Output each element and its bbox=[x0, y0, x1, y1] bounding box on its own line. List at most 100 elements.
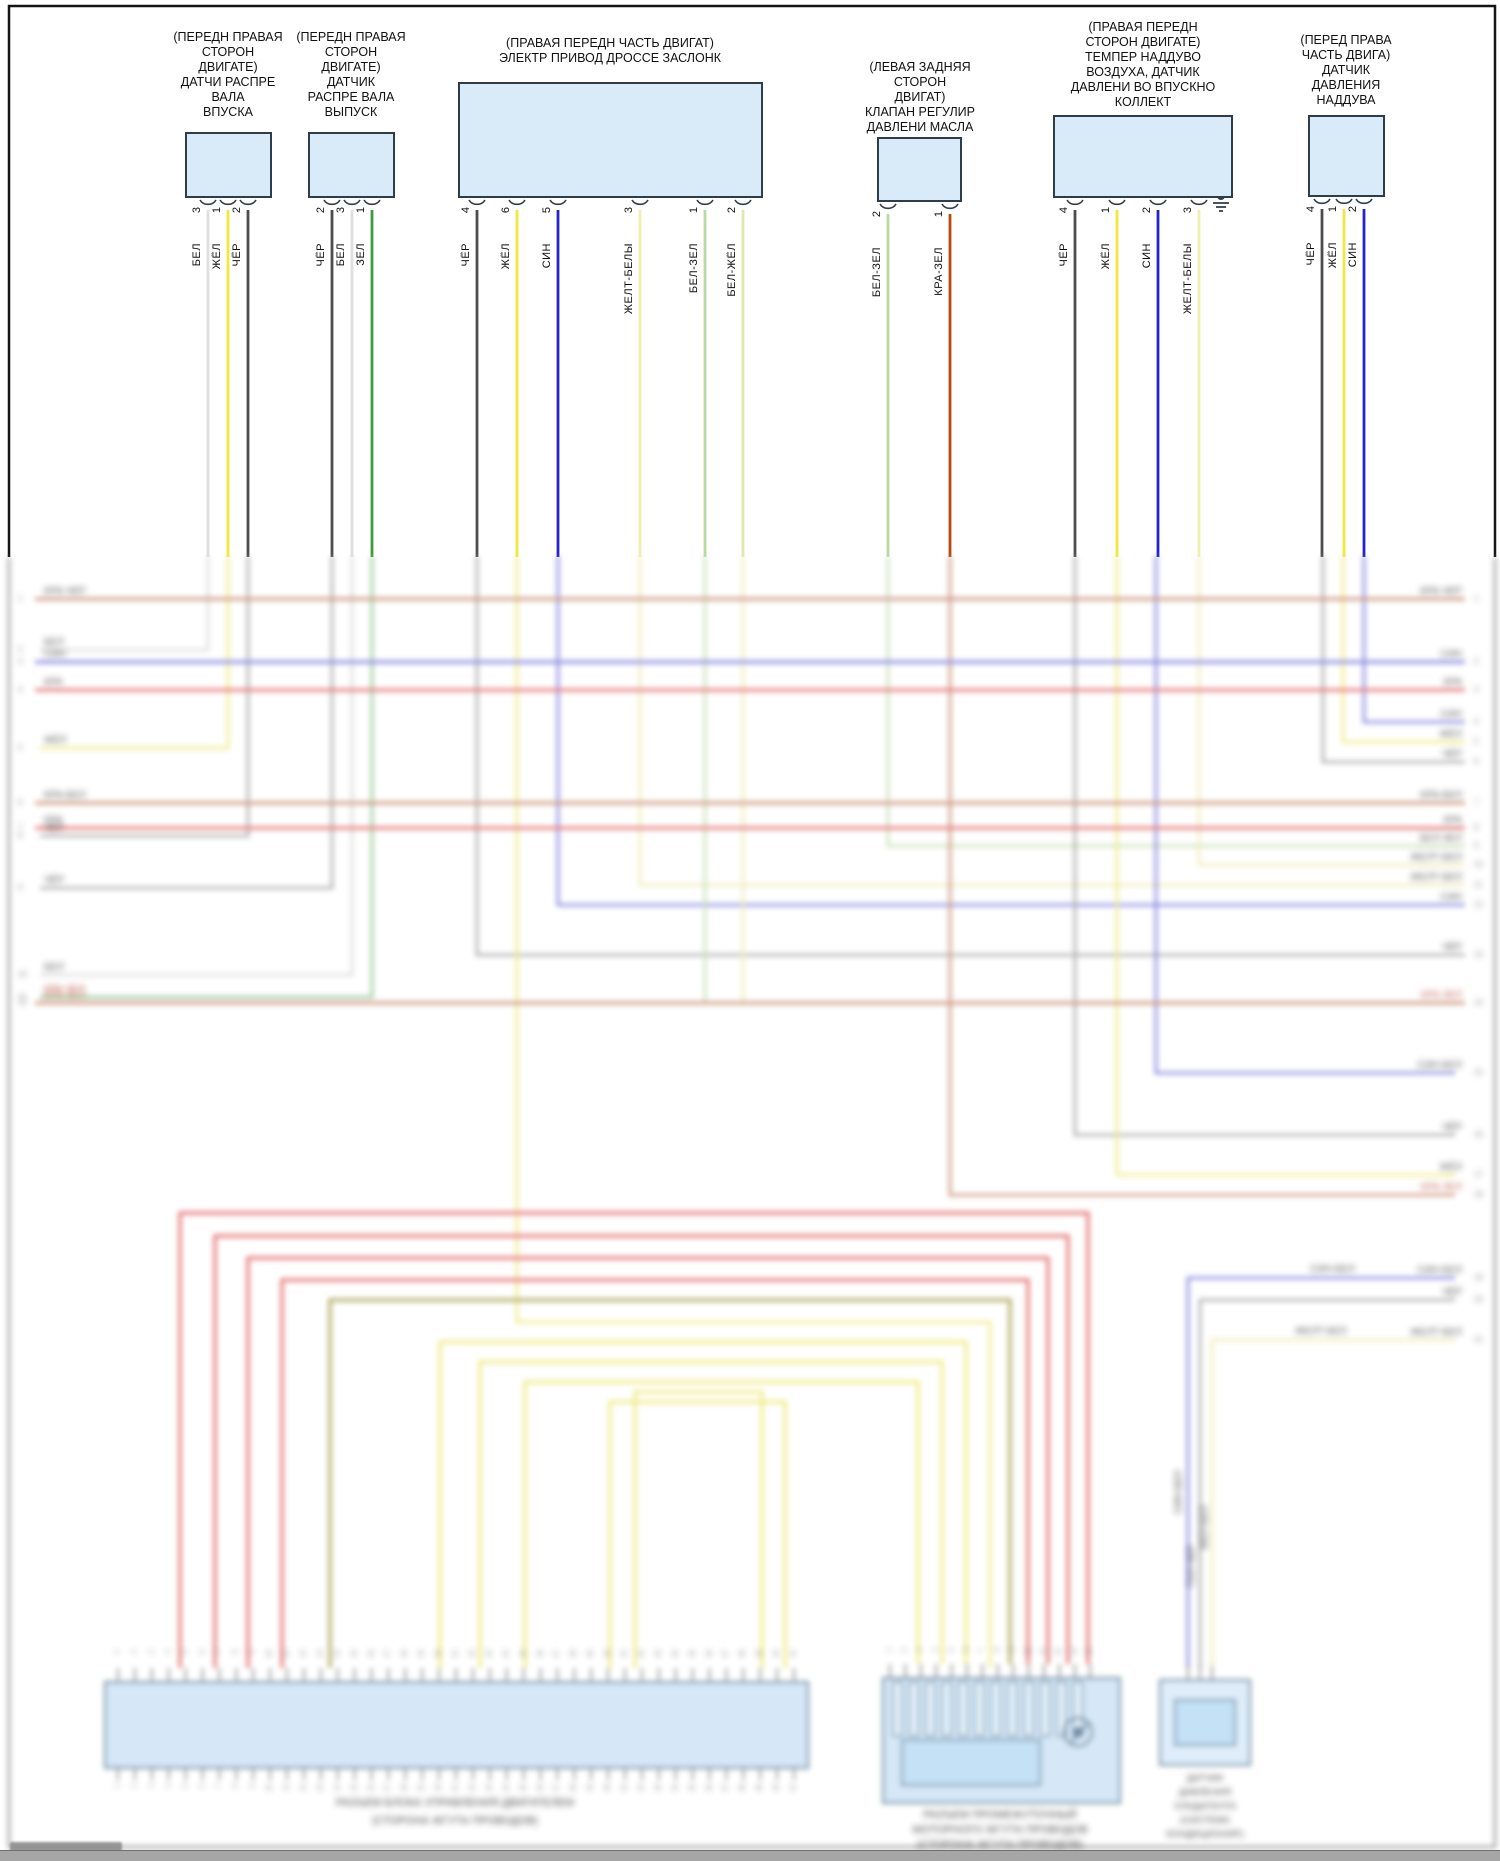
bus-label-left: ЧЁР bbox=[44, 823, 65, 834]
harness-pin-number: 13 bbox=[1070, 1648, 1078, 1656]
ecu-connector bbox=[104, 1681, 809, 1769]
bus-label-mid: ЖЕЛТ-БЕЛ bbox=[1295, 1326, 1347, 1337]
connector-arc bbox=[343, 199, 361, 206]
oil-pressure-valve-pin-number: 1 bbox=[933, 211, 945, 218]
bus-label-right: ЧЁР bbox=[1441, 1122, 1462, 1133]
cam-sensor-intake-wire-color-label: ЖЁЛ bbox=[211, 243, 223, 270]
oil-pressure-valve-label: ДВИГАТ) bbox=[894, 90, 946, 104]
switch-caption-line: ХЛАДАГЕНТА bbox=[1173, 1801, 1237, 1812]
ecu-pin-number: 24 bbox=[502, 1784, 510, 1792]
cam-sensor-exhaust-pin-number: 3 bbox=[335, 207, 347, 214]
ecu-pin-number: 18 bbox=[401, 1784, 409, 1792]
bus-row-number: 5 bbox=[1474, 737, 1479, 746]
connector-arc bbox=[199, 199, 217, 206]
connector-arc bbox=[363, 199, 381, 206]
throttle-actuator-pin-number: 4 bbox=[460, 207, 472, 214]
bus-label-left: КРА-ЧЕР bbox=[44, 586, 86, 597]
wire bbox=[1210, 1338, 1455, 1668]
wire bbox=[478, 1360, 944, 1668]
throttle-actuator-wire-color-label: ЖЕЛТ-БЕЛЫ bbox=[623, 243, 635, 315]
bus-label-right: БЕЛ-ЗЕЛ bbox=[1419, 833, 1462, 844]
harness-pin-number: 11 bbox=[1040, 1648, 1047, 1655]
boost-temp-map-sensor-label: (ПРАВАЯ ПЕРЕДН bbox=[1088, 20, 1198, 34]
boost-temp-map-sensor-wire-color-label: ЖЕЛТ-БЕЛЫ bbox=[1182, 243, 1194, 315]
connector-arc bbox=[1313, 198, 1331, 205]
wire bbox=[1362, 556, 1465, 724]
wire bbox=[1321, 556, 1465, 764]
bus-row-number: 4 bbox=[1474, 717, 1479, 726]
wire bbox=[556, 556, 1465, 907]
page-border-bottom bbox=[7, 557, 1497, 1849]
harness-pin-number: 9 bbox=[1009, 1648, 1017, 1652]
bus-label-right: СИН bbox=[1440, 709, 1462, 720]
bus-label-right: ЖЕЛТ-БЕЛ bbox=[1410, 852, 1462, 863]
oil-pressure-valve-pin-number: 2 bbox=[871, 211, 883, 218]
harness-pin-bar bbox=[892, 1681, 903, 1737]
connector-arc bbox=[549, 199, 567, 206]
ecu-pin-number: 23 bbox=[485, 1784, 493, 1792]
wire bbox=[40, 556, 230, 750]
ecu-pin-number: 16 bbox=[367, 1784, 375, 1792]
boost-pressure-sensor-pin-number: 2 bbox=[1347, 206, 1359, 213]
ecu-pin-number: 15 bbox=[350, 1650, 358, 1658]
bus-label-left: БЕЛ bbox=[44, 637, 64, 648]
cam-sensor-intake-label: ДАТЧИ РАСПРЕ bbox=[180, 75, 276, 89]
throttle-actuator-wire-color-label: БЕЛ-ЖЁЛ bbox=[726, 243, 738, 297]
bus-row-number: 2 bbox=[1474, 657, 1479, 666]
boost-temp-map-sensor-pin-number: 2 bbox=[1141, 207, 1153, 214]
ecu-pin-number: 6 bbox=[198, 1784, 206, 1788]
oil-pressure-valve-wire-color-label: БЕЛ-ЗЕЛ bbox=[871, 247, 883, 298]
bus-label-mid: СИН-БЕЛ bbox=[1310, 1264, 1355, 1275]
boost-temp-map-sensor-wire-color-label: СИН bbox=[1141, 243, 1153, 269]
ecu-pin-number: 3 bbox=[147, 1784, 155, 1788]
ecu-pin-number: 25 bbox=[519, 1784, 527, 1792]
wire bbox=[1198, 1298, 1455, 1668]
ecu-pin-number: 11 bbox=[283, 1650, 290, 1657]
oil-pressure-valve-label: СТОРОН bbox=[893, 75, 947, 89]
ecu-pin-number: 36 bbox=[705, 1784, 713, 1792]
bus-row-number: 1 bbox=[18, 594, 23, 603]
bus-row-number: 17 bbox=[1474, 1170, 1483, 1179]
bus-row-number: 14 bbox=[1474, 998, 1483, 1007]
ecu-pin-number: 12 bbox=[299, 1784, 307, 1792]
boost-temp-map-sensor-wire-color-label: ЖЁЛ bbox=[1100, 243, 1112, 270]
boost-pressure-sensor-wire-color-label: СИН bbox=[1347, 242, 1359, 268]
boost-temp-map-sensor-label: СТОРОН ДВИГАТЕ) bbox=[1085, 35, 1201, 49]
ecu-pin-number: 20 bbox=[435, 1650, 443, 1658]
ecu-pin-number: 33 bbox=[654, 1650, 662, 1658]
ecu-pin-number: 39 bbox=[756, 1784, 764, 1792]
wire bbox=[523, 1380, 920, 1668]
switch-caption-line: ДАВЛЕНИЯ bbox=[1178, 1787, 1232, 1798]
wire bbox=[608, 1400, 787, 1668]
ecu-pin-number: 24 bbox=[502, 1650, 510, 1658]
ecu-pin-number: 39 bbox=[756, 1650, 764, 1658]
cam-sensor-intake-label: СТОРОН bbox=[201, 45, 255, 59]
bus-row-number: 7 bbox=[18, 823, 23, 832]
wire bbox=[246, 1256, 1050, 1668]
ecu-pin-number: 38 bbox=[739, 1784, 747, 1792]
bus-row-number: 10 bbox=[1474, 860, 1483, 869]
cam-sensor-exhaust-label: РАСПРЕ ВАЛА bbox=[307, 90, 395, 104]
bus-row-number: 11 bbox=[1474, 880, 1483, 889]
bus-label-right: СИН-БЕЛ bbox=[1417, 1060, 1462, 1071]
bus-row-number: 8 bbox=[18, 831, 23, 840]
boost-pressure-sensor-pin-number: 4 bbox=[1305, 206, 1317, 213]
connector-arc bbox=[696, 199, 714, 206]
cam-sensor-intake-pin-number: 1 bbox=[211, 207, 223, 214]
boost-temp-map-sensor-wire-color-label: ЧЁР bbox=[1058, 243, 1070, 267]
bus-label-right: КРА-ЗЕЛ bbox=[1420, 1182, 1462, 1193]
wire bbox=[328, 1298, 1012, 1668]
wire-color-label: ГОЛ-ЧЕР bbox=[1186, 1545, 1196, 1587]
connector-arc bbox=[1355, 198, 1373, 205]
ecu-pin-number: 12 bbox=[299, 1650, 307, 1658]
ecu-pin-number: 15 bbox=[350, 1784, 358, 1792]
bus-label-left: СИН bbox=[44, 649, 66, 660]
harness-caption-line: МОТОРНОГО ЖГУТА ПРОВОДОВ bbox=[912, 1824, 1088, 1836]
pressure-switch-inner bbox=[1174, 1699, 1236, 1746]
ecu-pin-number: 18 bbox=[401, 1650, 409, 1658]
ecu-pin-number: 38 bbox=[739, 1650, 747, 1658]
cam-sensor-exhaust-label: ДВИГАТЕ) bbox=[321, 60, 381, 74]
wire bbox=[178, 1211, 1090, 1668]
ecu-pin-number: 29 bbox=[587, 1650, 595, 1658]
